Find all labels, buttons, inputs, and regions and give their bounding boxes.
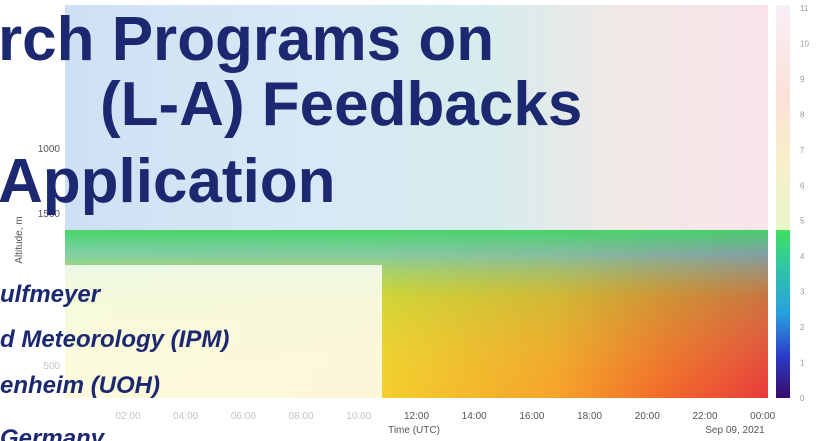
y-tick-label: 1000 [38, 144, 61, 155]
plot-upper [65, 5, 768, 230]
colorbar-tick-label: 9 [800, 75, 805, 84]
colorbar-tick-label: 7 [800, 146, 805, 155]
colorbar-tick-label: 3 [800, 288, 805, 297]
x-tick-label: 14:00 [462, 411, 487, 422]
author-line: ulfmeyer [0, 281, 102, 308]
x-tick-label: 16:00 [519, 411, 544, 422]
author-line: Germany [0, 425, 106, 441]
x-tick-label: 02:00 [115, 411, 140, 422]
colorbar-lower [776, 230, 790, 398]
y-tick-label: 1500 [38, 209, 61, 220]
x-tick-label: 10:00 [346, 411, 371, 422]
x-tick-label: 12:00 [404, 411, 429, 422]
title-line: rch Programs on [0, 5, 494, 74]
authors: ulfmeyer d Meteorology (IPM) enheim (UOH… [0, 281, 229, 441]
x-tick-label: 20:00 [635, 411, 660, 422]
x-tick-label: 06:00 [231, 411, 256, 422]
text-box [0, 265, 382, 441]
title: rch Programs on (L-A) Feedbacks Applicat… [0, 5, 582, 216]
x-tick-label: 22:00 [692, 411, 717, 422]
background-plot: Altitude, m Time (UTC) Sep 09, 2021 02:0… [0, 4, 809, 441]
colorbar-tick-label: 6 [800, 181, 805, 190]
author-line: d Meteorology (IPM) [0, 326, 229, 353]
title-line: (L-A) Feedbacks [100, 70, 582, 139]
x-tick-label: 00:00 [750, 411, 775, 422]
ticks: 02:00 04:00 06:00 08:00 10:00 12:00 14:00 16:00… [38, 4, 810, 422]
y-tick-label: 500 [43, 361, 60, 372]
colorbar-tick-label: 11 [800, 4, 809, 13]
x-tick-label: 08:00 [289, 411, 314, 422]
colorbar-tick-label: 10 [800, 39, 809, 48]
colorbar-tick-label: 2 [800, 323, 805, 332]
colorbar-tick-label: 1 [800, 359, 805, 368]
colorbar-tick-label: 5 [800, 217, 805, 226]
y-label: Altitude, m [14, 216, 25, 263]
x-tick-label: 04:00 [173, 411, 198, 422]
colorbar-tick-label: 0 [800, 394, 805, 403]
x-label: Time (UTC) [388, 425, 440, 436]
date-label: Sep 09, 2021 [705, 425, 765, 436]
colorbar-tick-label: 4 [800, 252, 805, 261]
colorbar-upper [776, 5, 790, 230]
x-tick-label: 18:00 [577, 411, 602, 422]
colorbar-tick-label: 8 [800, 110, 805, 119]
title-line: Application [0, 147, 336, 216]
author-line: enheim (UOH) [0, 372, 160, 399]
